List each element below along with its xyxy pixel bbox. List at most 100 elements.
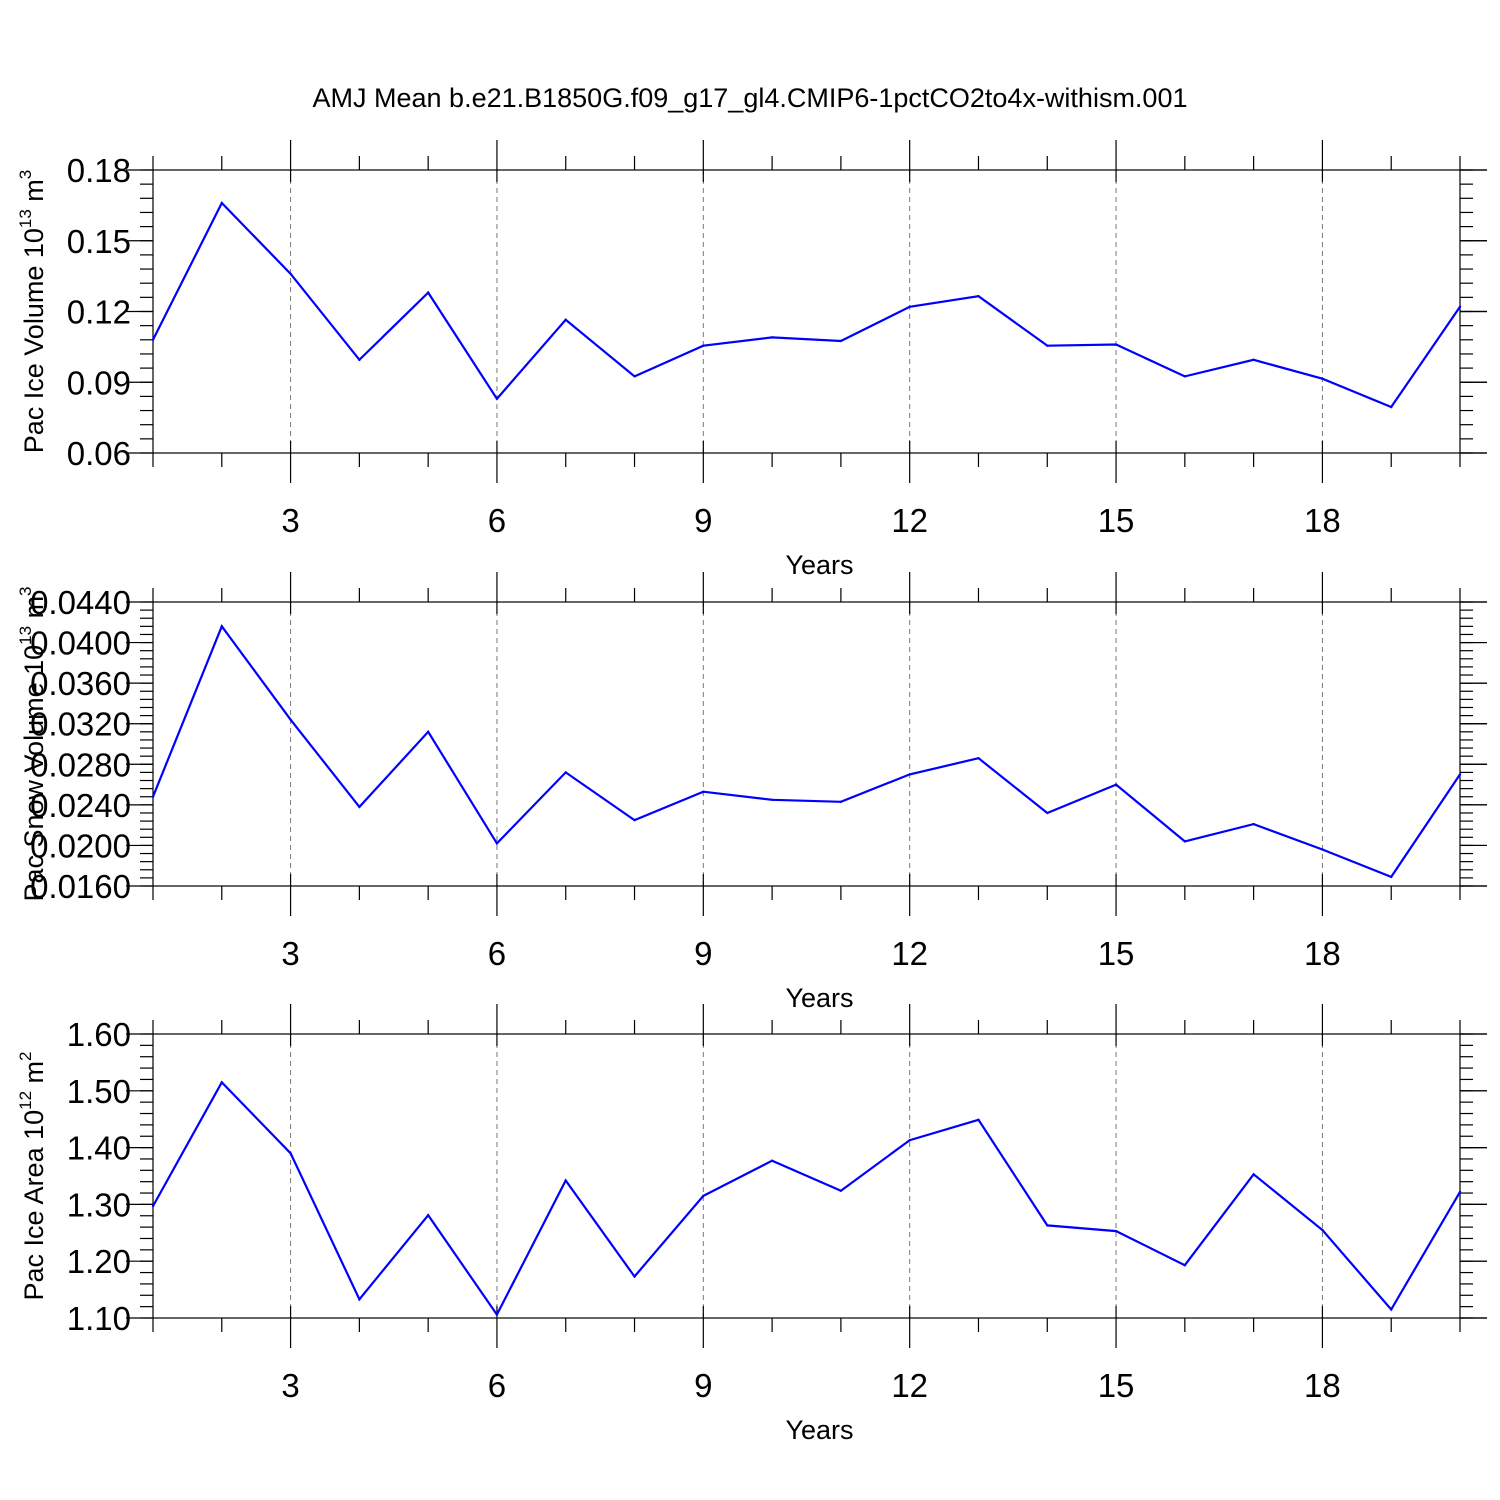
y-axis-label-unit-exponent: 3 (16, 586, 35, 595)
data-point (1390, 405, 1393, 409)
y-tick-label: 1.30 (67, 1186, 131, 1223)
data-point (1252, 358, 1255, 362)
y-axis-label-text: Pac Ice Area 10 (19, 1110, 49, 1301)
data-point (1321, 1228, 1324, 1232)
x-axis-label: Years (785, 1415, 853, 1445)
plot-frame (152, 1033, 1461, 1319)
data-point (495, 397, 499, 400)
data-point (633, 1275, 636, 1278)
y-axis-label-exponent: 12 (16, 1091, 35, 1110)
data-point (908, 773, 911, 776)
data-point (839, 1189, 843, 1192)
x-tick-label: 6 (488, 502, 506, 539)
x-tick-label: 12 (891, 502, 928, 539)
data-point (1321, 848, 1324, 851)
data-point (289, 1152, 292, 1155)
data-point (564, 771, 567, 774)
y-axis-label-unit-exponent: 2 (16, 1051, 35, 1060)
y-tick-label: 1.40 (67, 1130, 131, 1167)
y-tick-label: 1.10 (67, 1300, 131, 1337)
data-point (426, 1213, 430, 1217)
y-tick-label: 0.0440 (30, 584, 131, 621)
data-point (1458, 773, 1462, 776)
data-point (289, 272, 292, 275)
x-tick-label: 15 (1098, 935, 1135, 972)
data-point (977, 757, 980, 760)
x-tick-label: 18 (1304, 502, 1341, 539)
data-point (1114, 783, 1118, 786)
data-point (770, 336, 774, 339)
data-point (1252, 822, 1255, 826)
y-tick-label: 0.0360 (30, 665, 131, 702)
data-point (1046, 344, 1049, 347)
series-line (151, 624, 1461, 879)
y-axis-label: Pac Ice Volume 1013 m3 (16, 170, 49, 454)
x-tick-label: 15 (1098, 502, 1135, 539)
data-point (358, 1298, 361, 1301)
y-axis-label-text: Pac Snow Volume 10 (19, 645, 49, 902)
data-point (1390, 875, 1393, 879)
data-point (151, 1204, 155, 1208)
data-point (633, 375, 636, 378)
data-point (770, 1159, 774, 1162)
y-tick-label: 0.15 (67, 223, 131, 260)
data-point (1390, 1308, 1393, 1311)
y-tick-label: 0.06 (67, 435, 131, 472)
y-tick-label: 0.0160 (30, 868, 131, 905)
x-tick-label: 18 (1304, 1367, 1341, 1404)
x-axis-label: Years (785, 983, 853, 1013)
data-point (151, 795, 155, 798)
plot-frame (152, 601, 1461, 887)
y-axis-label-unit: m (19, 596, 49, 626)
data-point (564, 1179, 567, 1182)
data-point (358, 805, 361, 809)
data-point (1252, 1173, 1255, 1176)
y-tick-label: 0.0200 (30, 827, 131, 864)
data-point (495, 842, 499, 845)
y-tick-label: 1.50 (67, 1073, 131, 1110)
data-point (633, 818, 636, 822)
data-point (702, 1194, 705, 1198)
data-point (908, 305, 911, 308)
data-point (1046, 1224, 1049, 1227)
data-point (839, 339, 843, 343)
x-tick-label: 9 (694, 1367, 712, 1404)
x-tick-label: 12 (891, 935, 928, 972)
series-line (152, 201, 1461, 409)
data-point (564, 318, 567, 321)
data-point (702, 344, 705, 347)
data-point (1321, 377, 1324, 380)
data-point (220, 1081, 223, 1084)
y-tick-label: 0.0400 (30, 625, 131, 662)
y-tick-label: 1.20 (67, 1243, 131, 1280)
x-axis-label: Years (785, 550, 853, 580)
y-tick-label: 0.0240 (30, 787, 131, 824)
y-axis-label-text: Pac Ice Volume 10 (19, 228, 49, 453)
series-line (152, 1080, 1461, 1317)
data-point (220, 201, 223, 205)
y-tick-label: 1.60 (67, 1016, 131, 1053)
panel-3: 1.10 1.20 1.30 1.40 1.50 1.60 3 6 9 12 15 18 Years Pa… (16, 1004, 1487, 1445)
x-tick-label: 9 (694, 502, 712, 539)
data-point (426, 730, 430, 734)
x-tick-label: 18 (1304, 935, 1341, 972)
x-tick-label: 15 (1098, 1367, 1135, 1404)
y-tick-label: 0.09 (67, 364, 131, 401)
x-tick-label: 3 (281, 1367, 299, 1404)
data-point (977, 294, 980, 298)
data-point (1046, 811, 1049, 815)
data-point (151, 338, 155, 341)
data-point (1183, 1263, 1187, 1267)
x-tick-label: 6 (488, 935, 506, 972)
y-axis-label-unit: m (19, 1061, 49, 1091)
y-axis-label: Pac Snow Volume 1013 m3 (16, 586, 49, 901)
data-point (495, 1313, 499, 1316)
data-point (289, 718, 292, 721)
y-axis-label-exponent: 13 (16, 626, 35, 645)
x-tick-label: 12 (891, 1367, 928, 1404)
y-tick-label: 0.0320 (30, 706, 131, 743)
data-point (426, 291, 430, 294)
data-point (1458, 1190, 1462, 1194)
data-point (1114, 343, 1118, 346)
